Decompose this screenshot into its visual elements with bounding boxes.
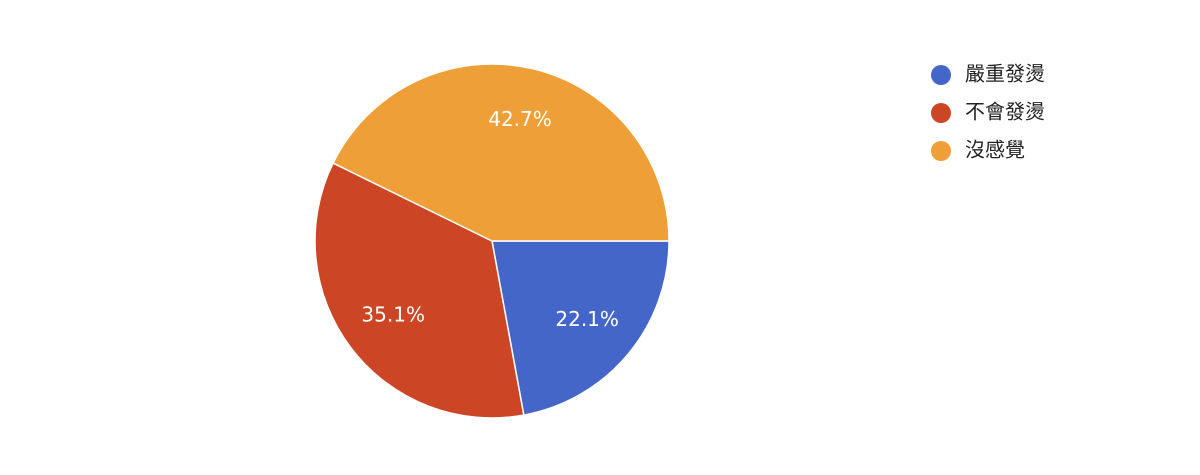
legend-marker xyxy=(931,65,951,85)
pie-slice xyxy=(491,240,670,416)
legend-label: 沒感覺 xyxy=(965,138,1025,162)
slice-label: 22.1% xyxy=(555,307,619,331)
legend-label: 不會發燙 xyxy=(965,100,1045,124)
pie-slice xyxy=(332,63,670,242)
legend-label: 嚴重發燙 xyxy=(965,62,1045,86)
slice-label: 35.1% xyxy=(361,302,425,326)
legend-marker xyxy=(931,141,951,161)
slice-label: 42.7% xyxy=(488,107,552,131)
legend-marker xyxy=(931,103,951,123)
pie-slice xyxy=(314,162,525,419)
